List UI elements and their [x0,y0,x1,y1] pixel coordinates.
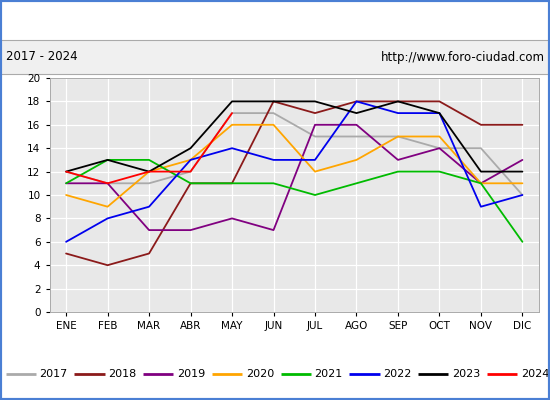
Text: 2023: 2023 [452,369,480,379]
Text: 2021: 2021 [315,369,343,379]
Text: 2024: 2024 [521,369,549,379]
Text: Evolucion del paro registrado en Alcudia de Veo: Evolucion del paro registrado en Alcudia… [69,12,481,28]
Text: 2017: 2017 [40,369,68,379]
Text: 2022: 2022 [383,369,412,379]
Text: 2017 - 2024: 2017 - 2024 [6,50,77,64]
Text: 2020: 2020 [246,369,274,379]
Text: 2018: 2018 [108,369,136,379]
Text: 2019: 2019 [177,369,205,379]
Text: http://www.foro-ciudad.com: http://www.foro-ciudad.com [381,50,544,64]
